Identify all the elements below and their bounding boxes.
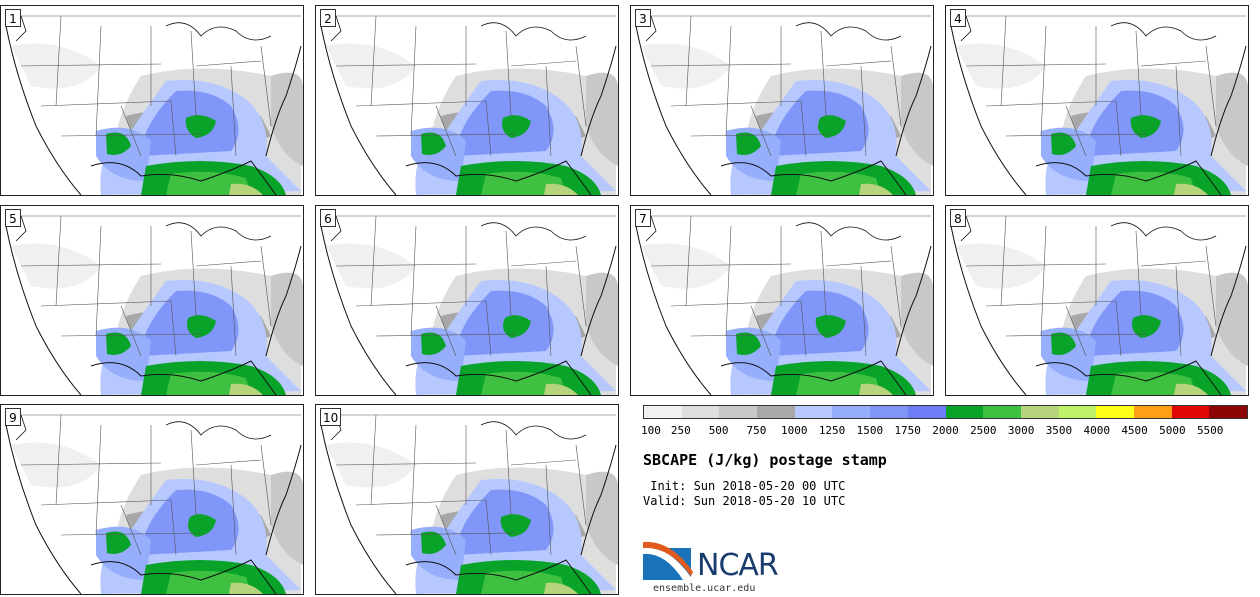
colorbar-tick-label: 4500 [1121, 424, 1148, 437]
sbcape-map [5, 414, 303, 594]
member-number: 4 [950, 9, 966, 27]
colorbar-swatch [1096, 406, 1134, 418]
sbcape-map [320, 215, 618, 395]
colorbar-swatch [870, 406, 908, 418]
sbcape-map [635, 215, 933, 395]
ncar-logo-icon [643, 541, 693, 580]
init-time: Init: Sun 2018-05-20 00 UTC [643, 479, 846, 493]
ensemble-member-panel[interactable]: 2 [315, 5, 619, 196]
colorbar-swatch [681, 406, 720, 418]
sbcape-map [5, 215, 303, 395]
colorbar-swatch [794, 406, 833, 418]
colorbar-tick-label: 2500 [970, 424, 997, 437]
colorbar-tick-label: 100 [641, 424, 661, 437]
ensemble-member-panel[interactable]: 3 [630, 5, 934, 196]
colorbar-tick-label: 1500 [856, 424, 884, 437]
plot-title: SBCAPE (J/kg) postage stamp [643, 451, 887, 469]
sbcape-map [5, 15, 303, 195]
ensemble-url: ensemble.ucar.edu [653, 583, 756, 594]
member-number: 1 [5, 9, 21, 27]
colorbar-swatch [644, 406, 682, 418]
colorbar-tick-label: 4000 [1083, 424, 1111, 437]
ensemble-member-panel[interactable]: 1 [0, 5, 304, 196]
colorbar-tick-label: 1000 [781, 424, 808, 437]
ensemble-member-panel[interactable]: 6 [315, 205, 619, 396]
ensemble-member-panel[interactable]: 10 [315, 404, 619, 595]
member-number: 6 [320, 209, 336, 227]
ncar-logo-text: NCAR [697, 548, 779, 583]
colorbar-tick-label: 3500 [1045, 424, 1073, 437]
colorbar-swatch [945, 406, 984, 418]
sbcape-map [320, 15, 618, 195]
ensemble-member-panel[interactable]: 9 [0, 404, 304, 595]
valid-time: Valid: Sun 2018-05-20 10 UTC [643, 494, 846, 508]
ensemble-member-panel[interactable]: 7 [630, 205, 934, 396]
colorbar-swatch [1209, 406, 1247, 418]
ensemble-member-panel[interactable]: 4 [945, 5, 1249, 196]
colorbar-swatch [983, 406, 1021, 418]
sbcape-map [950, 15, 1248, 195]
colorbar-tick-label: 500 [708, 424, 729, 437]
member-number: 8 [950, 209, 966, 227]
member-number: 2 [320, 9, 336, 27]
colorbar-swatch [1020, 406, 1059, 418]
colorbar-swatch [1058, 406, 1097, 418]
colorbar-tick-label: 750 [746, 424, 767, 437]
colorbar-tick-label: 2000 [932, 424, 959, 437]
ensemble-member-panel[interactable]: 5 [0, 205, 304, 396]
member-number: 5 [5, 209, 21, 227]
colorbar-tick-label: 5000 [1159, 424, 1186, 437]
colorbar [643, 405, 1248, 419]
member-number: 10 [320, 408, 342, 426]
member-number: 7 [635, 209, 651, 227]
ensemble-member-panel[interactable]: 8 [945, 205, 1249, 396]
colorbar-swatch [907, 406, 946, 418]
colorbar-swatch [832, 406, 871, 418]
colorbar-tick-labels: 100 250 500 750 1000 1250 1500 1750 2000 2500 3000… [641, 424, 1248, 438]
colorbar-tick-label: 5500 [1196, 424, 1224, 437]
colorbar-swatch [719, 406, 758, 418]
colorbar-swatch [1171, 406, 1210, 418]
colorbar-tick-label: 250 [670, 424, 691, 437]
colorbar-tick-label: 1750 [894, 424, 921, 437]
colorbar-swatch [1133, 406, 1172, 418]
sbcape-map [635, 15, 933, 195]
member-number: 3 [635, 9, 651, 27]
sbcape-map [950, 215, 1248, 395]
member-number: 9 [5, 408, 21, 426]
colorbar-swatch [757, 406, 795, 418]
colorbar-tick-label: 1250 [818, 424, 846, 437]
sbcape-map [320, 414, 618, 594]
colorbar-tick-label: 3000 [1007, 424, 1035, 437]
